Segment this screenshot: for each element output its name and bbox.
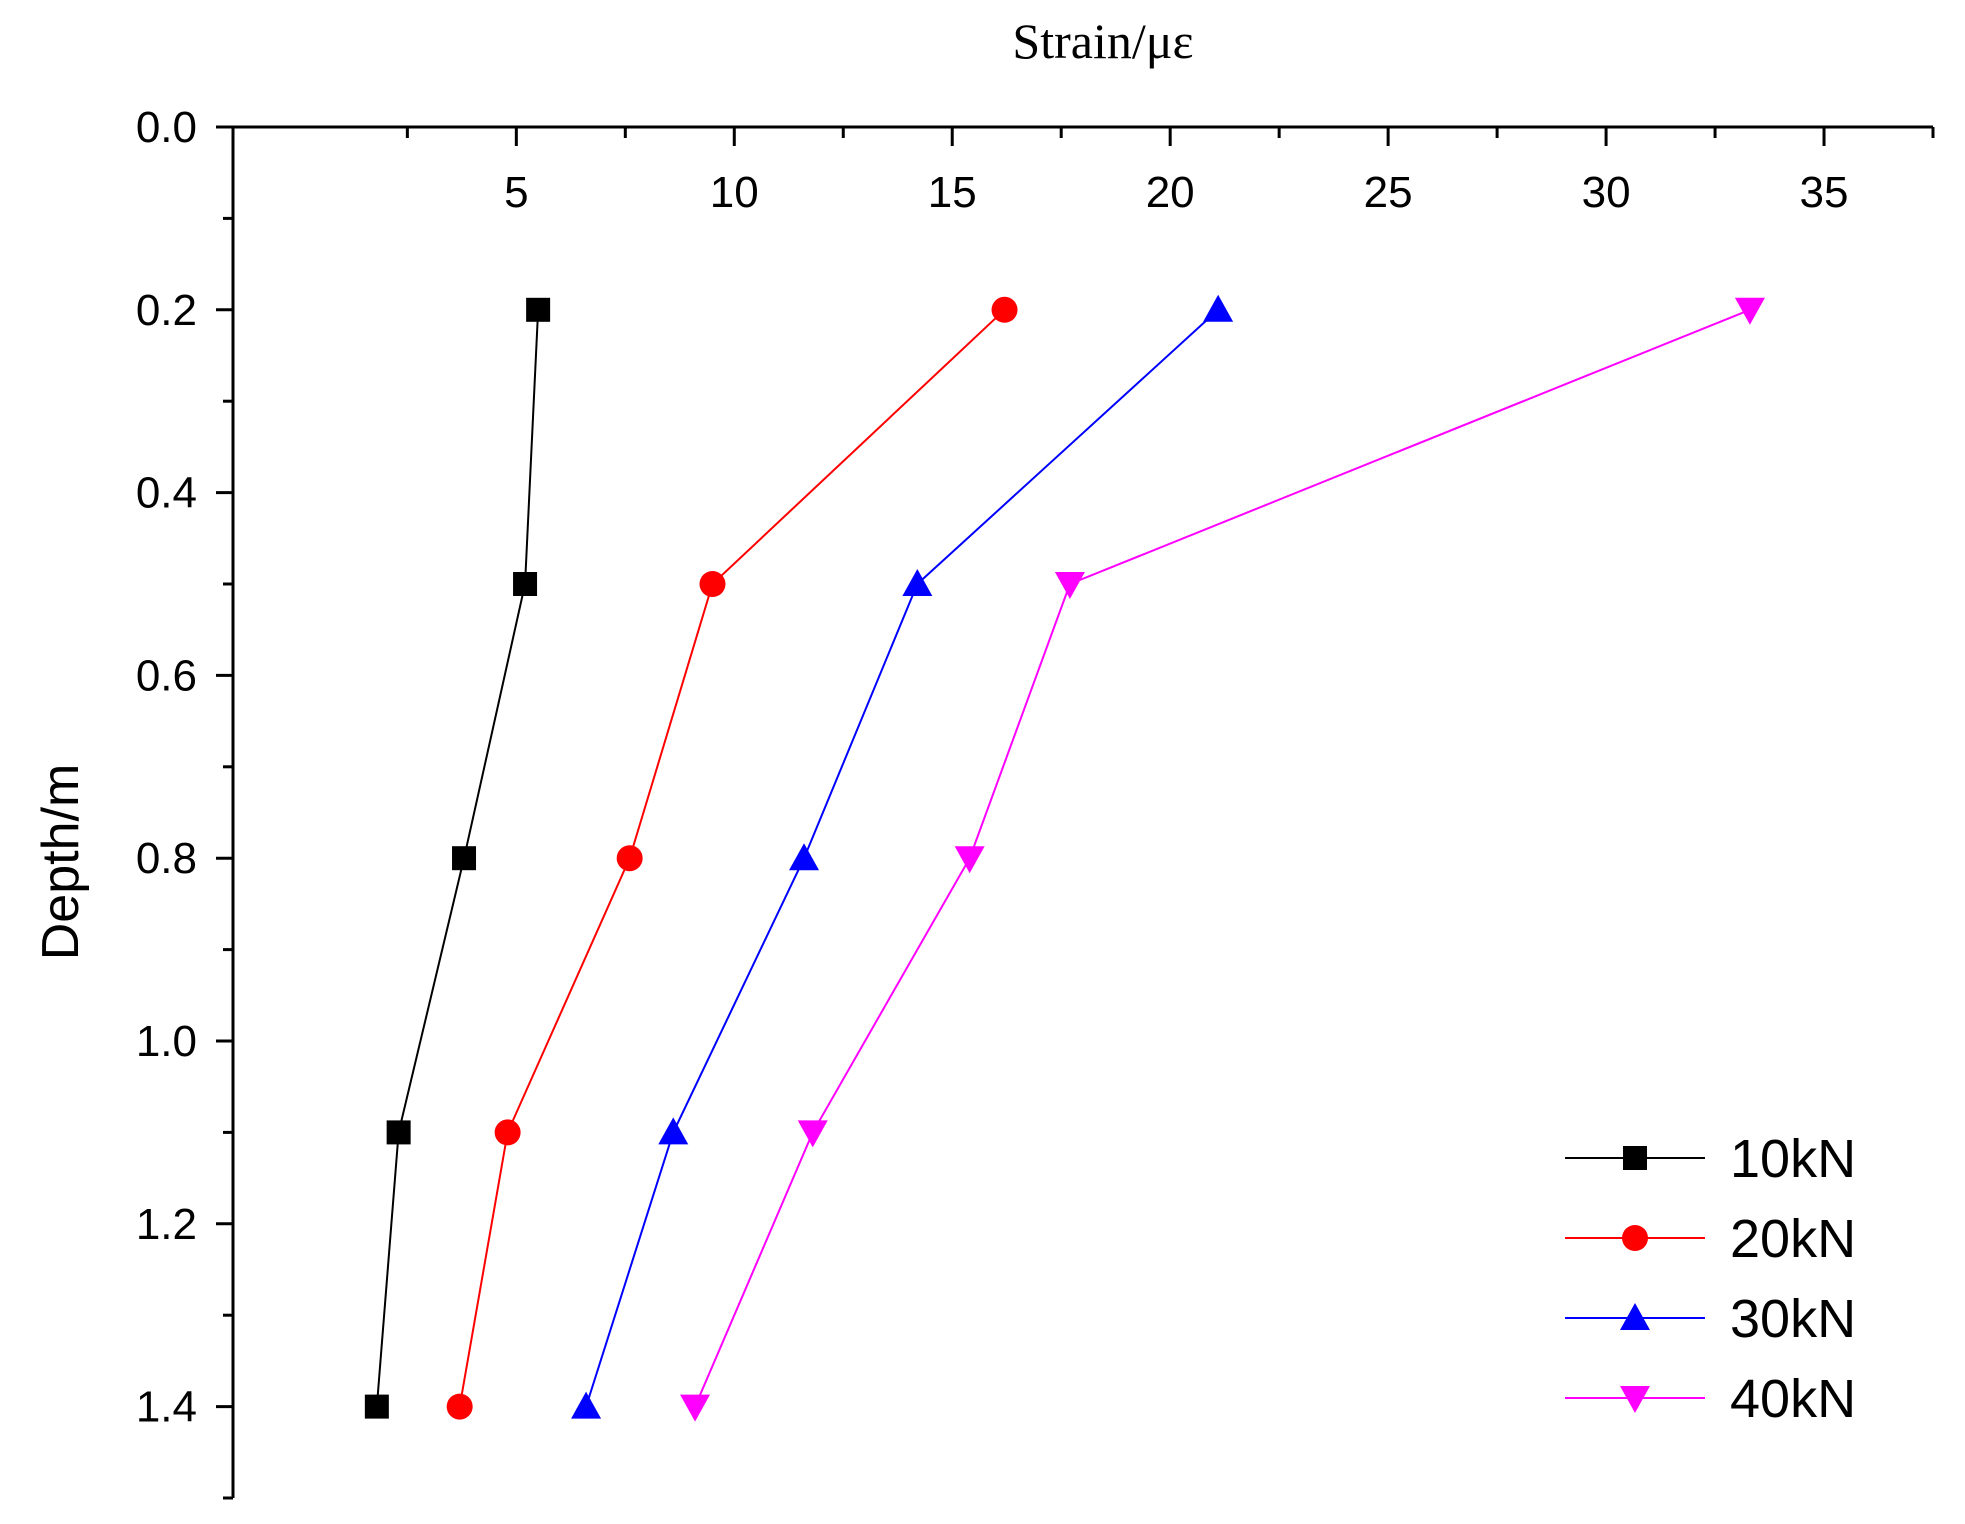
legend-item: 10kN <box>1565 1129 1856 1189</box>
x-tick-label: 20 <box>1146 168 1195 217</box>
data-point <box>1203 294 1234 322</box>
series-20kN <box>446 296 1018 1420</box>
x-tick-label: 25 <box>1364 168 1413 217</box>
series-40kN <box>680 297 1765 1422</box>
legend-item: 20kN <box>1565 1209 1856 1269</box>
legend-label: 30kN <box>1730 1289 1856 1349</box>
data-point <box>797 1120 828 1148</box>
data-point <box>494 1119 521 1146</box>
data-point <box>1054 572 1085 599</box>
y-tick-label: 1.0 <box>136 1017 197 1066</box>
x-axis-title: Strain/με <box>1012 13 1193 69</box>
legend-label: 20kN <box>1730 1209 1856 1269</box>
data-point <box>1734 297 1765 325</box>
data-point <box>954 846 985 874</box>
data-point <box>513 572 538 596</box>
y-axis-ticks: 0.0 0.2 0.4 0.6 0.8 1.0 1.2 1.4 <box>136 103 233 1500</box>
legend-label: 40kN <box>1730 1369 1856 1429</box>
legend-item: 40kN <box>1565 1369 1856 1429</box>
data-point <box>386 1120 411 1145</box>
x-tick-label: 5 <box>504 168 528 217</box>
data-point <box>446 1393 473 1420</box>
y-tick-label: 1.4 <box>136 1383 197 1432</box>
x-tick-label: 15 <box>928 168 977 217</box>
y-axis-title: Depth/m <box>32 764 90 961</box>
y-tick-label: 0.2 <box>136 286 197 335</box>
series-30kN <box>571 294 1234 1419</box>
legend: 10kN 20kN 30kN 40kN <box>1565 1129 1856 1429</box>
data-point <box>680 1394 711 1422</box>
series-line <box>694 308 1751 1407</box>
data-point <box>658 1117 689 1145</box>
series-line <box>458 309 1006 1407</box>
x-tick-label: 10 <box>710 168 759 217</box>
data-point <box>452 846 477 871</box>
series-line <box>585 309 1219 1407</box>
legend-marker <box>1620 1386 1650 1413</box>
data-point <box>571 1391 602 1419</box>
legend-label: 10kN <box>1730 1129 1856 1189</box>
data-point <box>526 297 551 322</box>
x-tick-label: 35 <box>1800 168 1849 217</box>
data-point <box>699 571 726 597</box>
series-layer <box>364 294 1765 1422</box>
data-point <box>991 296 1018 323</box>
legend-marker <box>1620 1303 1650 1330</box>
data-point <box>789 843 820 871</box>
y-tick-label: 0.6 <box>136 651 197 700</box>
legend-marker <box>1622 1225 1648 1251</box>
data-point <box>902 569 933 596</box>
y-tick-label: 0.8 <box>136 834 197 883</box>
legend-marker <box>1623 1146 1647 1170</box>
x-tick-label: 30 <box>1582 168 1631 217</box>
data-point <box>364 1394 389 1419</box>
x-axis-ticks: 5 10 15 20 25 30 35 <box>405 127 1935 217</box>
data-point <box>616 845 643 872</box>
series-10kN <box>364 297 551 1419</box>
y-tick-label: 1.2 <box>136 1200 197 1249</box>
y-tick-label: 0.0 <box>136 103 197 152</box>
y-tick-label: 0.4 <box>136 469 197 518</box>
legend-item: 30kN <box>1565 1289 1856 1349</box>
